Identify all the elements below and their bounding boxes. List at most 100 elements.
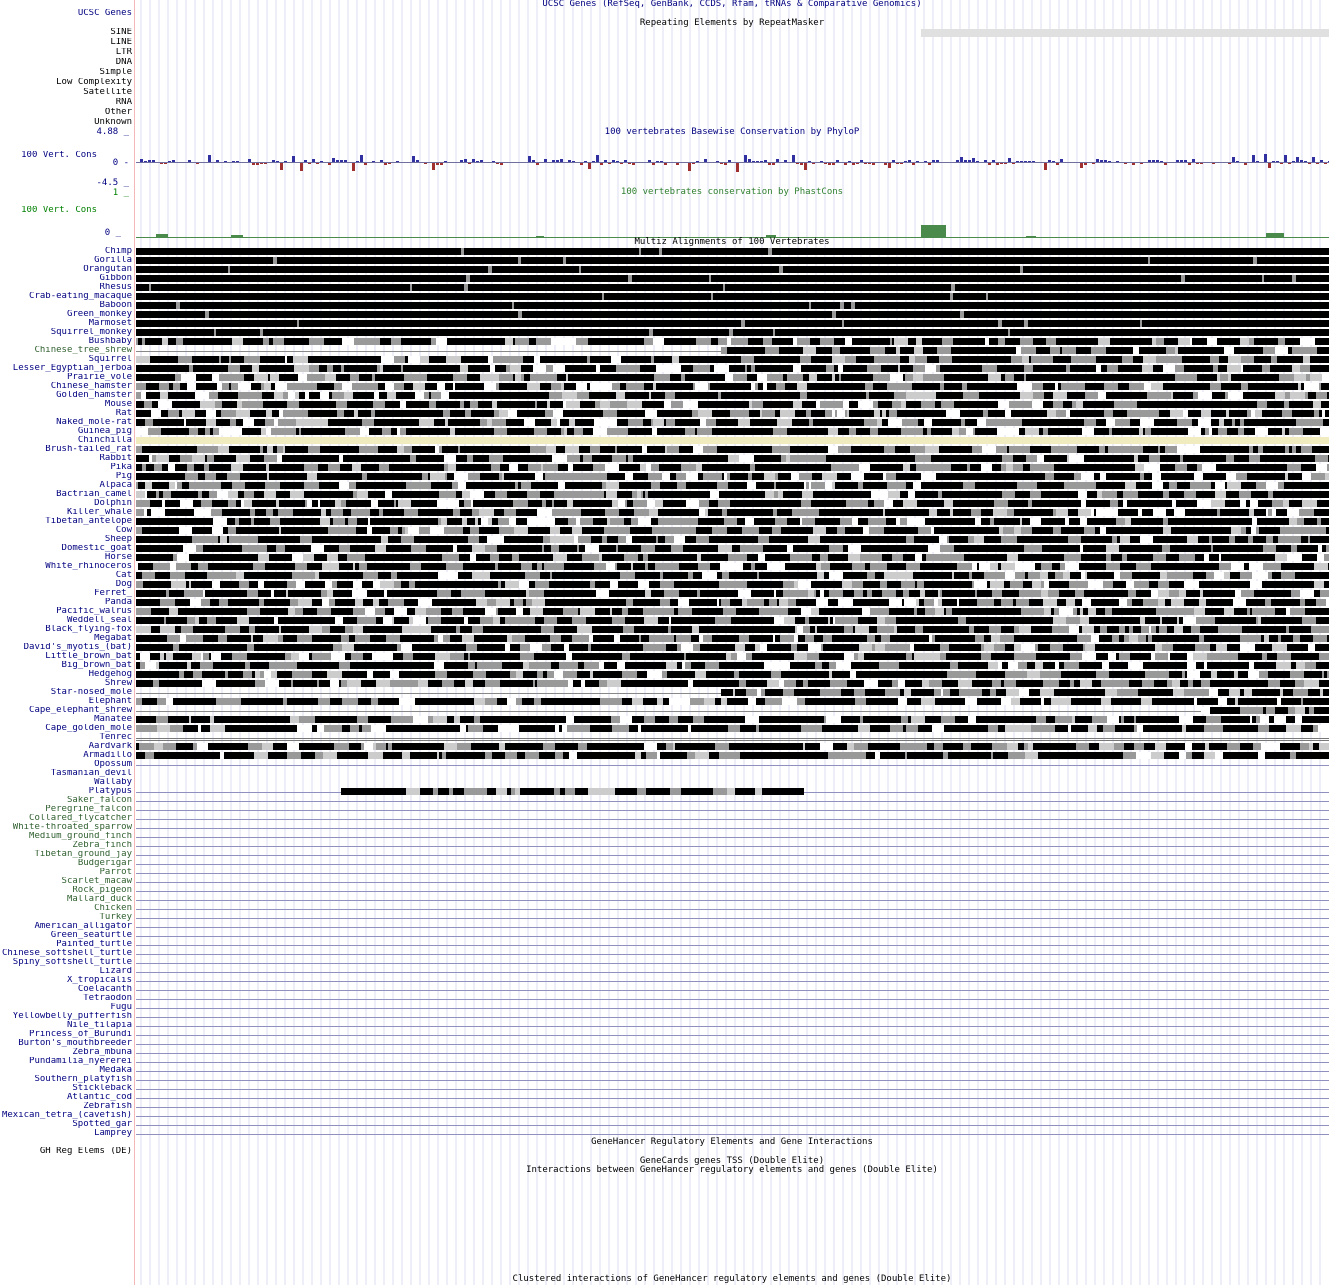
species-label[interactable]: Ferret_ [94,589,132,598]
species-label[interactable]: Opossum [94,760,132,769]
species-label[interactable]: Mouse [104,400,132,409]
species-label[interactable]: Parrot [99,868,132,877]
species-label[interactable]: Black_flying-fox [45,625,132,634]
species-label[interactable]: Bushbaby [88,337,132,346]
species-label[interactable]: Golden_hamster [56,391,132,400]
species-label[interactable]: Atlantic_cod [66,1093,132,1102]
species-label[interactable]: Cape_elephant_shrew [29,706,132,715]
species-label[interactable]: Horse [104,553,132,562]
phylop-track-label[interactable]: 100 Vert. Cons [21,151,97,160]
species-label[interactable]: Burton's_mouthbreeder [18,1039,132,1048]
species-label[interactable]: Green_seaturtle [50,931,132,940]
species-label[interactable]: Wallaby [94,778,132,787]
species-label[interactable]: Zebra_finch [72,841,132,850]
species-label[interactable]: Rat [115,409,132,418]
species-label[interactable]: White_rhinoceros [45,562,132,571]
species-label[interactable]: Baboon [99,301,132,310]
species-label[interactable]: Guinea_pig [77,427,132,436]
species-label[interactable]: Spotted_gar [72,1120,132,1129]
species-label[interactable]: Peregrine_falcon [45,805,132,814]
species-label[interactable]: Big_brown_bat [61,661,132,670]
species-label[interactable]: Squirrel [88,355,132,364]
species-label[interactable]: Orangutan [83,265,132,274]
species-label[interactable]: Pundamilia_nyererei [29,1057,132,1066]
species-label[interactable]: Naked_mole-rat [56,418,132,427]
species-label[interactable]: Bactrian_camel [56,490,132,499]
species-label[interactable]: Spiny_softshell_turtle [12,958,132,967]
species-label[interactable]: Prairie_vole [66,373,132,382]
species-label[interactable]: Medaka [99,1066,132,1075]
species-label[interactable]: Gorilla [94,256,132,265]
species-label[interactable]: Zebrafish [83,1102,132,1111]
species-label[interactable]: Domestic_goat [61,544,132,553]
species-label[interactable]: David's_myotis_(bat) [23,643,132,652]
species-label[interactable]: Fugu [110,1003,132,1012]
species-label[interactable]: Little_brown_bat [45,652,132,661]
species-label[interactable]: Scarlet_macaw [61,877,132,886]
species-label[interactable]: Turkey [99,913,132,922]
species-label[interactable]: Panda [104,598,132,607]
species-label[interactable]: Rabbit [99,454,132,463]
species-label[interactable]: Star-nosed_mole [50,688,132,697]
species-label[interactable]: Crab-eating_macaque [29,292,132,301]
species-label[interactable]: Chinese_tree_shrew [34,346,132,355]
species-label[interactable]: Princess_of_Burundi [29,1030,132,1039]
species-label[interactable]: Tibetan_ground_jay [34,850,132,859]
species-label[interactable]: Lamprey [94,1129,132,1138]
species-label[interactable]: Armadillo [83,751,132,760]
species-label[interactable]: Lizard [99,967,132,976]
species-label[interactable]: Gibbon [99,274,132,283]
species-label[interactable]: Rock_pigeon [72,886,132,895]
species-label[interactable]: Stickleback [72,1084,132,1093]
gh-reg-elems-label[interactable]: GH Reg Elems (DE) [39,1147,132,1156]
track-image[interactable]: UCSC Genes (RefSeq, GenBank, CCDS, Rfam,… [136,0,1329,1285]
species-label[interactable]: Pig [115,472,132,481]
species-label[interactable]: Hedgehog [88,670,132,679]
species-label[interactable]: Tenrec [99,733,132,742]
species-label[interactable]: Killer_whale [66,508,132,517]
species-label[interactable]: Manatee [94,715,132,724]
ucsc-genes-label[interactable]: UCSC Genes [77,9,132,18]
species-label[interactable]: Mexican_tetra_(cavefish) [1,1111,132,1120]
species-label[interactable]: Brush-tailed_rat [45,445,132,454]
species-label[interactable]: Nile_tilapia [66,1021,132,1030]
species-label[interactable]: Alpaca [99,481,132,490]
species-label[interactable]: Budgerigar [77,859,132,868]
species-label[interactable]: White-throated_sparrow [12,823,132,832]
species-label[interactable]: Shrew [104,679,132,688]
species-label[interactable]: Saker_falcon [66,796,132,805]
species-label[interactable]: Chicken [94,904,132,913]
species-label[interactable]: Chinese_hamster [50,382,132,391]
species-label[interactable]: Tasmanian_devil [50,769,132,778]
species-label[interactable]: Cape_golden_mole [45,724,132,733]
species-label[interactable]: Squirrel_monkey [50,328,132,337]
species-label[interactable]: Marmoset [88,319,132,328]
species-label[interactable]: Chinchilla [77,436,132,445]
species-label[interactable]: Coelacanth [77,985,132,994]
species-label[interactable]: Green_monkey [66,310,132,319]
phastcons-track-label[interactable]: 100 Vert. Cons [21,206,97,215]
species-label[interactable]: Pacific_walrus [56,607,132,616]
species-label[interactable]: Chinese_softshell_turtle [1,949,132,958]
species-label[interactable]: Tibetan_antelope [45,517,132,526]
species-label[interactable]: Chimp [104,247,132,256]
species-label[interactable]: Weddell_seal [66,616,132,625]
species-label[interactable]: Platypus [88,787,132,796]
species-label[interactable]: American_alligator [34,922,132,931]
species-label[interactable]: Rhesus [99,283,132,292]
species-label[interactable]: X_tropicalis [66,976,132,985]
species-label[interactable]: Pika [110,463,132,472]
species-label[interactable]: Dog [115,580,132,589]
species-label[interactable]: Medium_ground_finch [29,832,132,841]
species-label[interactable]: Yellowbelly_pufferfish [12,1012,132,1021]
species-label[interactable]: Lesser_Egyptian_jerboa [12,364,132,373]
species-label[interactable]: Sheep [104,535,132,544]
species-label[interactable]: Aardvark [88,742,132,751]
species-label[interactable]: Southern_platyfish [34,1075,132,1084]
species-label[interactable]: Dolphin [94,499,132,508]
species-label[interactable]: Painted_turtle [56,940,132,949]
species-label[interactable]: Tetraodon [83,994,132,1003]
species-label[interactable]: Zebra_mbuna [72,1048,132,1057]
species-label[interactable]: Cow [115,526,132,535]
species-label[interactable]: Megabat [94,634,132,643]
